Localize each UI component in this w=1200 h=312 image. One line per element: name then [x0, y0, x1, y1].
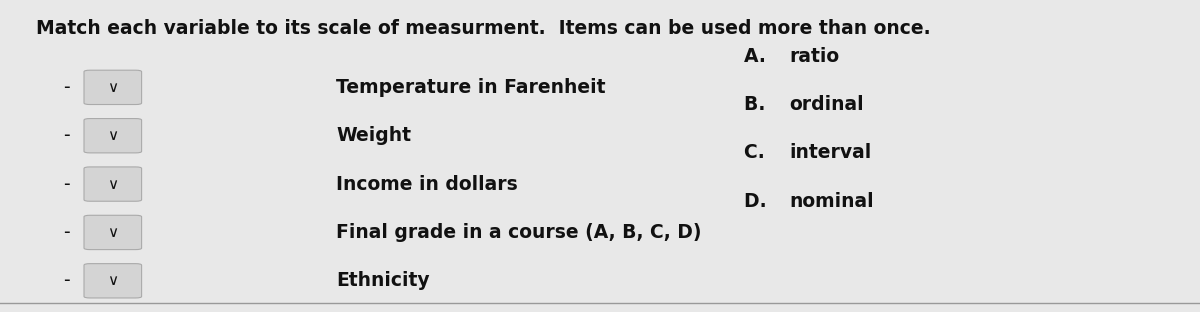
Text: Final grade in a course (A, B, C, D): Final grade in a course (A, B, C, D) [336, 223, 702, 242]
Text: Income in dollars: Income in dollars [336, 175, 517, 193]
FancyBboxPatch shape [84, 264, 142, 298]
Text: Match each variable to its scale of measurment.  Items can be used more than onc: Match each variable to its scale of meas… [36, 19, 931, 38]
Text: Weight: Weight [336, 126, 412, 145]
Text: ∨: ∨ [107, 177, 119, 192]
Text: C.: C. [744, 144, 772, 162]
Text: ∨: ∨ [107, 80, 119, 95]
Text: A.: A. [744, 47, 773, 66]
FancyBboxPatch shape [84, 119, 142, 153]
FancyBboxPatch shape [84, 167, 142, 201]
Text: -: - [62, 271, 70, 290]
Text: interval: interval [790, 144, 872, 162]
Text: -: - [62, 126, 70, 145]
Text: ordinal: ordinal [790, 95, 864, 114]
Text: ratio: ratio [790, 47, 840, 66]
Text: B.: B. [744, 95, 772, 114]
Text: -: - [62, 175, 70, 193]
Text: Temperature in Farenheit: Temperature in Farenheit [336, 78, 606, 97]
Text: ∨: ∨ [107, 273, 119, 288]
Text: -: - [62, 78, 70, 97]
Text: nominal: nominal [790, 192, 875, 211]
FancyBboxPatch shape [84, 215, 142, 250]
Text: -: - [62, 223, 70, 242]
Text: D.: D. [744, 192, 773, 211]
Text: Ethnicity: Ethnicity [336, 271, 430, 290]
FancyBboxPatch shape [84, 70, 142, 105]
Text: ∨: ∨ [107, 128, 119, 143]
Text: ∨: ∨ [107, 225, 119, 240]
